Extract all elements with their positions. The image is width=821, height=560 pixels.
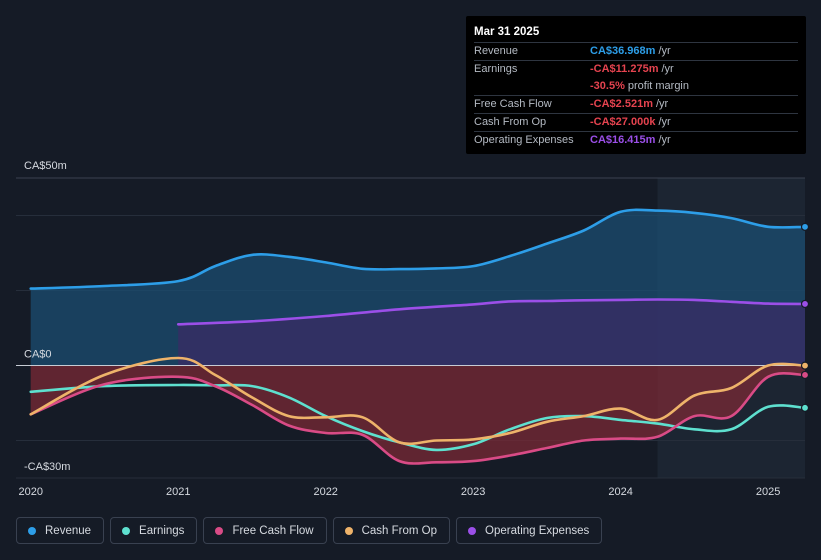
- tooltip-unit: /yr: [658, 116, 671, 128]
- tooltip-label: Earnings: [474, 63, 518, 75]
- tooltip-label: [474, 78, 590, 95]
- tooltip-unit: /yr: [655, 98, 669, 110]
- tooltip-date: Mar 31 2025: [474, 26, 540, 38]
- operating-expenses-line: [176, 298, 807, 326]
- tooltip-unit: /yr: [658, 45, 671, 57]
- tooltip-value: -CA$11.275m: [590, 63, 659, 75]
- y-axis-label: CA$0: [24, 349, 52, 361]
- legend-label: Free Cash Flow: [232, 524, 314, 537]
- tooltip-label: Operating Expenses: [474, 134, 574, 146]
- tooltip-value: -CA$27.000k: [590, 116, 656, 128]
- legend-label: Revenue: [45, 524, 92, 537]
- tooltip-row-earnings: Earnings -CA$11.275m /yr: [474, 60, 798, 78]
- x-axis-tick-label: 2025: [756, 486, 780, 498]
- tooltip-label: Free Cash Flow: [474, 98, 552, 110]
- legend-dot-icon: [215, 526, 224, 535]
- tooltip-value: -CA$2.521m: [590, 98, 653, 110]
- tooltip-value: CA$16.415m: [590, 134, 656, 146]
- financials-chart: CA$50m CA$0 -CA$30m 2020 2021 2022 2023 2024 202…: [16, 160, 810, 498]
- x-axis-tick-label: 2024: [608, 486, 632, 498]
- tooltip-row-cash-from-op: Cash From Op -CA$27.000k /yr: [474, 113, 798, 131]
- tooltip-row-revenue: Revenue CA$36.968m /yr: [474, 42, 798, 60]
- tooltip-value: -30.5%: [590, 80, 625, 92]
- y-axis-label: -CA$30m: [24, 461, 70, 473]
- free-cash-flow-line: [29, 371, 807, 465]
- legend-dot-icon: [344, 526, 353, 535]
- legend-label: Earnings: [139, 524, 185, 537]
- legend-item-free-cash-flow[interactable]: Free Cash Flow: [203, 517, 327, 544]
- tooltip-unit: /yr: [658, 134, 671, 146]
- tooltip-label: Cash From Op: [474, 116, 547, 128]
- operating-expenses-end-point: [800, 299, 810, 309]
- tooltip-unit: profit margin: [627, 80, 689, 92]
- data-tooltip: Mar 31 2025 Revenue CA$36.968m /yr Earni…: [466, 16, 806, 154]
- x-axis-tick-label: 2022: [313, 486, 337, 498]
- free-cash-flow-end-point: [800, 370, 810, 380]
- legend-label: Cash From Op: [361, 524, 438, 537]
- legend-item-operating-expenses[interactable]: Operating Expenses: [456, 517, 603, 544]
- legend-dot-icon: [122, 526, 131, 535]
- tooltip-label: Revenue: [474, 45, 519, 57]
- cash-from-op-line: [29, 356, 807, 446]
- cash-from-op-end-point: [800, 361, 810, 370]
- x-axis-tick-label: 2020: [19, 486, 43, 498]
- revenue-end-point: [800, 222, 810, 231]
- tooltip-value: CA$36.968m: [590, 45, 656, 57]
- earnings-end-point: [800, 403, 810, 412]
- tooltip-row-free-cash-flow: Free Cash Flow -CA$2.521m /yr: [474, 95, 798, 113]
- legend-label: Operating Expenses: [485, 524, 590, 537]
- x-axis-tick-label: 2021: [166, 486, 190, 498]
- revenue-line: [29, 208, 807, 290]
- legend-item-revenue[interactable]: Revenue: [16, 517, 105, 544]
- tooltip-row-operating-expenses: Operating Expenses CA$16.415m /yr: [474, 131, 798, 149]
- x-axis-tick-label: 2023: [461, 486, 485, 498]
- legend-dot-icon: [468, 526, 477, 535]
- legend-dot-icon: [28, 526, 36, 535]
- legend-item-cash-from-op[interactable]: Cash From Op: [332, 517, 451, 544]
- legend-item-earnings[interactable]: Earnings: [110, 517, 198, 544]
- chart-legend: Revenue Earnings Free Cash Flow Cash Fro…: [16, 517, 603, 544]
- tooltip-row-profit-margin: -30.5% profit margin: [474, 78, 798, 95]
- y-axis-label: CA$50m: [24, 160, 67, 172]
- tooltip-unit: /yr: [661, 63, 674, 75]
